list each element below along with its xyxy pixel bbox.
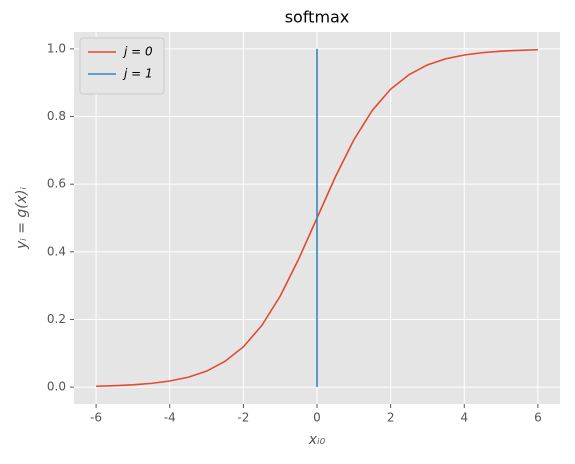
legend-label: j = 1: [122, 67, 153, 81]
y-tick-label: 0.0: [47, 380, 66, 394]
chart-title: softmax: [285, 8, 350, 27]
y-tick-label: 1.0: [47, 41, 66, 55]
x-tick-label: 0: [313, 411, 321, 425]
x-tick-label: 6: [534, 411, 542, 425]
x-axis-label: xᵢ₀: [308, 432, 326, 448]
x-tick-label: 4: [460, 411, 468, 425]
legend-label: j = 0: [122, 45, 153, 59]
y-tick-label: 0.2: [47, 312, 66, 326]
x-tick-label: -2: [237, 411, 249, 425]
y-tick-label: 0.4: [47, 244, 66, 258]
y-tick-label: 0.6: [47, 177, 66, 191]
x-tick-label: 2: [387, 411, 395, 425]
x-tick-label: -4: [164, 411, 176, 425]
y-tick-label: 0.8: [47, 109, 66, 123]
x-tick-label: -6: [90, 411, 102, 425]
y-axis-label: yᵢ = g(x)ᵢ: [14, 186, 30, 250]
